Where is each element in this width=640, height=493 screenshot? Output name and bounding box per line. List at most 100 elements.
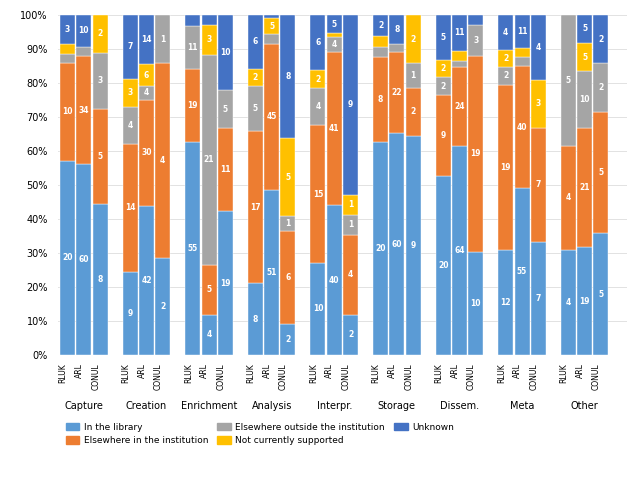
Text: 34: 34: [79, 106, 89, 115]
Text: 9: 9: [348, 101, 353, 109]
Bar: [139, 65, 154, 86]
Bar: [468, 252, 483, 355]
Text: 5: 5: [98, 152, 103, 161]
Text: 1: 1: [285, 219, 291, 228]
Bar: [515, 57, 529, 67]
Bar: [280, 231, 296, 324]
Bar: [515, 67, 529, 188]
Text: 1: 1: [348, 220, 353, 229]
Text: CONUL: CONUL: [404, 363, 413, 390]
Text: 4: 4: [127, 121, 133, 130]
Text: 5: 5: [285, 173, 291, 181]
Text: 24: 24: [454, 102, 465, 111]
Bar: [577, 128, 592, 247]
Text: 4: 4: [348, 271, 353, 280]
Text: RLUK: RLUK: [497, 363, 506, 383]
Text: Meta: Meta: [510, 401, 534, 411]
Bar: [186, 27, 200, 69]
Text: 2: 2: [285, 335, 291, 344]
Text: 5: 5: [582, 53, 587, 62]
Text: 5: 5: [207, 285, 212, 294]
Text: 10: 10: [220, 48, 230, 57]
Bar: [93, 15, 108, 53]
Text: CONUL: CONUL: [216, 363, 225, 390]
Bar: [139, 86, 154, 100]
Bar: [593, 64, 609, 112]
Bar: [202, 315, 216, 355]
Bar: [76, 164, 92, 355]
Text: 4: 4: [566, 193, 571, 203]
Text: 3: 3: [127, 88, 133, 98]
Text: RLUK: RLUK: [434, 363, 443, 383]
Bar: [373, 15, 388, 36]
Text: ARL: ARL: [200, 363, 209, 378]
Bar: [452, 51, 467, 61]
Bar: [577, 43, 592, 71]
Bar: [327, 15, 342, 34]
Bar: [186, 142, 200, 355]
Text: 11: 11: [454, 28, 465, 37]
Text: CONUL: CONUL: [592, 363, 601, 390]
Bar: [577, 15, 592, 43]
Bar: [310, 88, 326, 125]
Text: RLUK: RLUK: [59, 363, 68, 383]
Text: Creation: Creation: [126, 401, 167, 411]
Bar: [139, 100, 154, 206]
Text: 4: 4: [160, 156, 165, 165]
Text: 5: 5: [253, 105, 258, 113]
Text: 6: 6: [253, 37, 258, 46]
Text: 21: 21: [204, 155, 214, 164]
Legend: In the library, Elsewhere in the institution, Elsewhere outside the institution,: In the library, Elsewhere in the institu…: [62, 419, 458, 449]
Text: 10: 10: [62, 107, 73, 116]
Text: 6: 6: [316, 38, 321, 47]
Text: 55: 55: [188, 244, 198, 253]
Text: 3: 3: [65, 25, 70, 34]
Text: 2: 2: [160, 302, 165, 311]
Bar: [186, 69, 200, 142]
Bar: [156, 15, 170, 64]
Text: 5: 5: [566, 76, 571, 85]
Bar: [280, 15, 296, 139]
Bar: [389, 133, 404, 355]
Text: Interpr.: Interpr.: [317, 401, 352, 411]
Bar: [436, 77, 451, 95]
Bar: [327, 52, 342, 206]
Bar: [531, 242, 546, 355]
Bar: [60, 54, 75, 64]
Bar: [156, 64, 170, 258]
Bar: [248, 15, 263, 69]
Bar: [310, 263, 326, 355]
Bar: [264, 190, 279, 355]
Text: ARL: ARL: [575, 363, 584, 378]
Text: 2: 2: [97, 29, 103, 38]
Text: ARL: ARL: [513, 363, 522, 378]
Bar: [436, 95, 451, 176]
Text: 5: 5: [598, 168, 604, 177]
Text: 64: 64: [454, 246, 465, 255]
Text: 7: 7: [127, 42, 133, 51]
Text: 3: 3: [207, 35, 212, 44]
Text: CONUL: CONUL: [342, 363, 351, 390]
Bar: [406, 64, 420, 88]
Text: 2: 2: [503, 54, 508, 63]
Bar: [389, 52, 404, 133]
Bar: [76, 46, 92, 56]
Text: 1: 1: [160, 35, 165, 43]
Text: 4: 4: [503, 28, 508, 37]
Bar: [343, 195, 358, 215]
Bar: [60, 44, 75, 54]
Text: 8: 8: [285, 72, 291, 81]
Text: 10: 10: [313, 305, 323, 314]
Bar: [343, 15, 358, 195]
Text: 2: 2: [253, 73, 258, 82]
Text: 4: 4: [316, 102, 321, 111]
Text: 7: 7: [536, 294, 541, 303]
Bar: [264, 34, 279, 44]
Bar: [593, 112, 609, 234]
Text: 8: 8: [394, 25, 399, 34]
Bar: [515, 188, 529, 355]
Text: CONUL: CONUL: [91, 363, 100, 390]
Text: 3: 3: [473, 36, 478, 45]
Bar: [123, 79, 138, 106]
Text: RLUK: RLUK: [559, 363, 568, 383]
